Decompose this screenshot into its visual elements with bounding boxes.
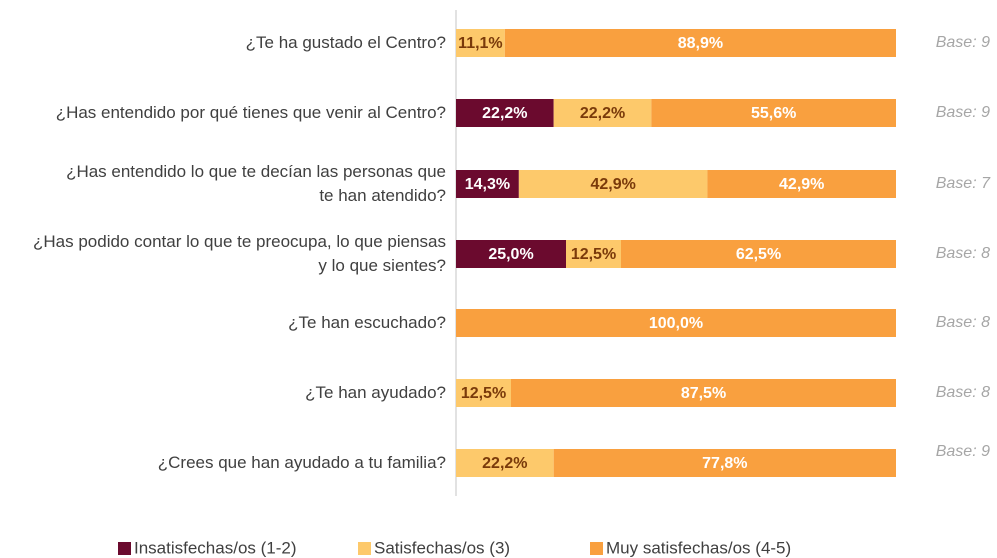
- bar-segment: [707, 170, 896, 198]
- base-annotation: Base: 9: [936, 104, 990, 121]
- bar-segment: [566, 240, 621, 268]
- bar-segment: [553, 449, 896, 477]
- base-annotation: Base: 9: [936, 443, 990, 460]
- value-label: 12,5%: [571, 246, 616, 263]
- bar-segment: [456, 170, 519, 198]
- value-label: 87,5%: [681, 385, 726, 402]
- legend-swatch: [590, 542, 603, 555]
- value-label: 22,2%: [482, 455, 527, 472]
- legend-swatch: [118, 542, 131, 555]
- base-annotation: Base: 8: [936, 314, 990, 331]
- value-label: 25,0%: [488, 246, 533, 263]
- value-label: 12,5%: [461, 385, 506, 402]
- bar-segment: [456, 240, 566, 268]
- legend-label: Satisfechas/os (3): [374, 538, 510, 557]
- legend-label: Insatisfechas/os (1-2): [134, 538, 297, 557]
- category-label: ¿Has podido contar lo que te preocupa, l…: [33, 232, 446, 275]
- base-annotation: Base: 9: [936, 34, 990, 51]
- bar-segment: [456, 99, 554, 127]
- bar-segment: [651, 99, 896, 127]
- value-label: 22,2%: [482, 105, 527, 122]
- bar-segment: [456, 449, 554, 477]
- bar-segment: [511, 379, 896, 407]
- value-label: 11,1%: [458, 35, 502, 52]
- category-label: ¿Te han escuchado?: [288, 313, 446, 332]
- value-label: 100,0%: [649, 315, 703, 332]
- category-label: ¿Has entendido lo que te decían las pers…: [66, 162, 446, 205]
- value-label: 88,9%: [678, 35, 723, 52]
- bar-segment: [621, 240, 896, 268]
- value-label: 22,2%: [580, 105, 625, 122]
- bar-segment: [518, 170, 708, 198]
- legend-label: Muy satisfechas/os (4-5): [606, 538, 791, 557]
- value-label: 55,6%: [751, 105, 796, 122]
- value-label: 42,9%: [779, 176, 824, 193]
- bar-segment: [456, 379, 511, 407]
- bar-segment: [456, 309, 896, 337]
- bar-segment: [504, 29, 896, 57]
- category-label: ¿Crees que han ayudado a tu familia?: [157, 453, 446, 472]
- value-label: 77,8%: [702, 455, 747, 472]
- bar-segment: [456, 29, 505, 57]
- base-annotation: Base: 8: [936, 384, 990, 401]
- value-label: 42,9%: [590, 176, 635, 193]
- value-label: 14,3%: [465, 176, 510, 193]
- value-label: 62,5%: [736, 246, 781, 263]
- base-annotation: Base: 8: [936, 245, 990, 262]
- category-label: ¿Te han ayudado?: [305, 383, 446, 402]
- base-annotation: Base: 7: [936, 175, 991, 192]
- legend-swatch: [358, 542, 371, 555]
- bar-segment: [553, 99, 652, 127]
- category-label: ¿Has entendido por qué tienes que venir …: [55, 103, 446, 122]
- category-label: ¿Te ha gustado el Centro?: [245, 33, 446, 52]
